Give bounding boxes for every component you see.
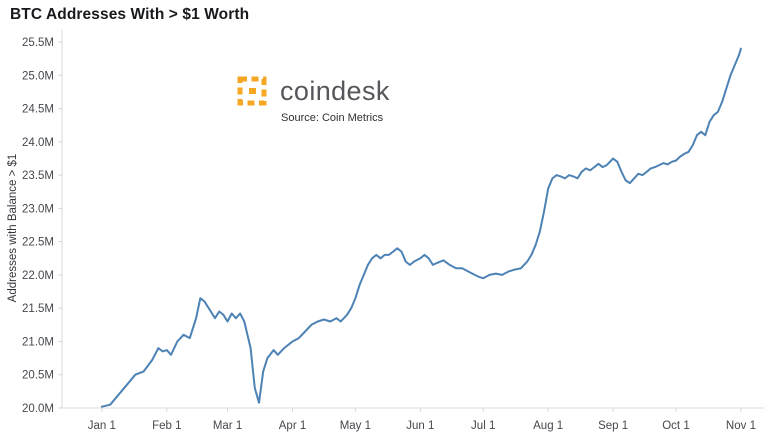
y-tick-label: 22.0M [22, 270, 54, 282]
y-tick-label: 24.0M [22, 137, 54, 149]
x-tick-label: Jun 1 [406, 420, 434, 432]
x-tick-label: Sep 1 [598, 420, 628, 432]
source-attribution: Source: Coin Metrics [281, 112, 384, 124]
x-tick-label: Mar 1 [213, 420, 242, 432]
btc-addresses-line-series [100, 47, 742, 408]
x-tick-label: Oct 1 [662, 420, 689, 432]
x-tick-label: Apr 1 [279, 420, 307, 432]
y-tick-label: 25.5M [22, 37, 54, 49]
coindesk-logo: coindesk Source: Coin Metrics [235, 74, 390, 124]
x-tick-label: May 1 [340, 420, 371, 432]
y-tick-label: 21.5M [22, 303, 54, 315]
x-tick-label: Nov 1 [726, 420, 756, 432]
x-tick-label: Jan 1 [88, 420, 116, 432]
y-tick-label: 23.0M [22, 203, 54, 215]
coindesk-icon [235, 74, 269, 108]
y-tick-label: 24.5M [22, 104, 54, 116]
y-tick-label: 21.0M [22, 336, 54, 348]
y-tick-label: 25.0M [22, 70, 54, 82]
chart-title: BTC Addresses With > $1 Worth [10, 6, 250, 23]
coindesk-brand-text: coindesk [280, 75, 390, 106]
y-tick-label: 22.5M [22, 237, 54, 249]
x-tick-label: Aug 1 [533, 420, 563, 432]
y-tick-label: 20.5M [22, 370, 54, 382]
y-tick-label: 20.0M [22, 403, 54, 415]
y-tick-label: 23.5M [22, 170, 54, 182]
x-tick-label: Feb 1 [152, 420, 181, 432]
x-tick-label: Jul 1 [471, 420, 495, 432]
